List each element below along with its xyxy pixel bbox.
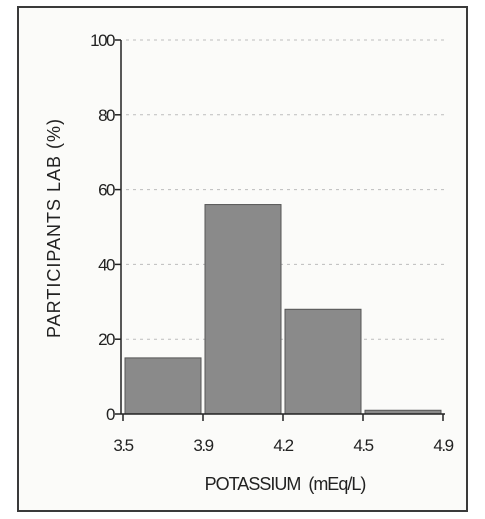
y-tick-label-20: 20 <box>98 330 115 349</box>
y-axis-title: PARTICIPANTS LAB (%) <box>44 118 64 338</box>
x-tick-label-3.5: 3.5 <box>113 436 133 455</box>
y-tick-label-40: 40 <box>98 255 115 274</box>
y-tick-label-80: 80 <box>98 106 115 125</box>
bars <box>124 204 442 415</box>
x-tick-label-4.9: 4.9 <box>433 436 453 455</box>
y-tick-label-60: 60 <box>98 181 115 200</box>
gridlines <box>126 39 445 340</box>
x-tick-label-4.5: 4.5 <box>353 436 373 455</box>
x-tick-label-4.2: 4.2 <box>273 436 293 455</box>
bar-3.5-3.9 <box>124 357 202 415</box>
x-tick-label-3.9: 3.9 <box>193 436 213 455</box>
bar-4.2-4.5 <box>284 308 362 415</box>
bar-3.9-4.2 <box>204 204 282 415</box>
x-ticks: 3.5 3.9 4.2 4.5 4.9 <box>113 414 455 455</box>
y-tick-label-100: 100 <box>90 31 115 50</box>
y-tick-label-0: 0 <box>106 405 115 424</box>
y-ticks: 0 20 40 60 80 100 <box>90 31 121 424</box>
x-axis-title: POTASSIUM (mEq/L) <box>205 474 366 494</box>
